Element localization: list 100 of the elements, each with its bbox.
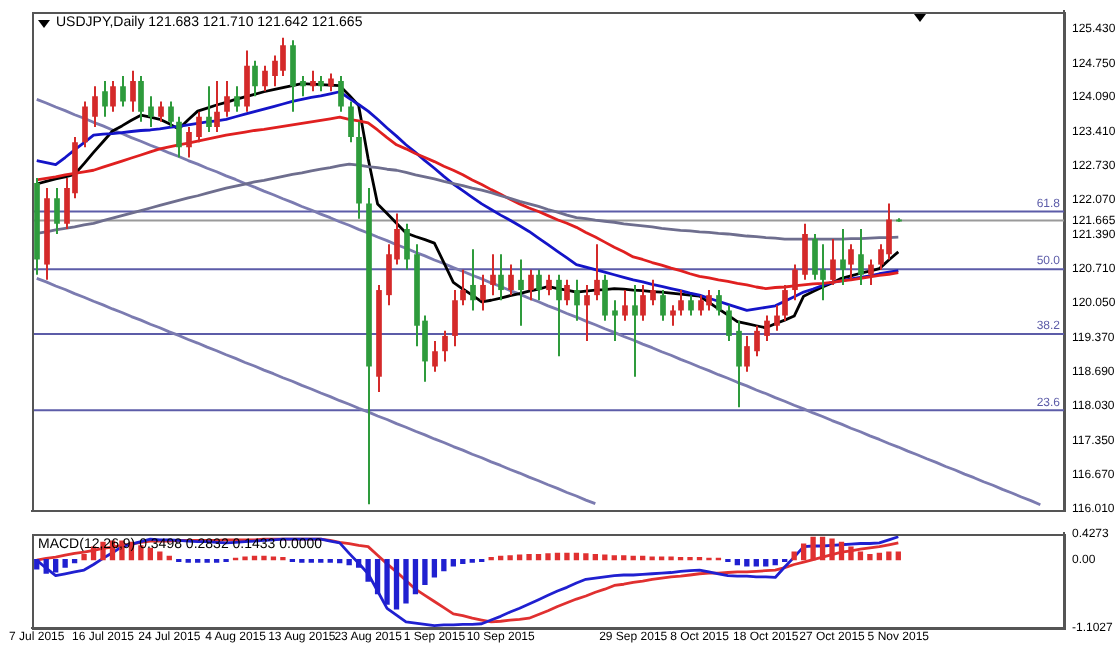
candlestick bbox=[840, 227, 846, 286]
bar bbox=[261, 555, 267, 561]
candlestick bbox=[594, 243, 600, 302]
bar bbox=[611, 555, 617, 561]
candlestick bbox=[244, 49, 250, 113]
bar bbox=[412, 558, 419, 595]
bar bbox=[403, 558, 409, 604]
bar bbox=[346, 558, 352, 566]
candlestick bbox=[498, 253, 504, 302]
candlestick bbox=[574, 278, 580, 322]
candlestick bbox=[886, 202, 892, 261]
bar bbox=[441, 558, 447, 572]
candlestick bbox=[584, 283, 590, 343]
bar bbox=[431, 558, 438, 578]
bar bbox=[583, 553, 589, 561]
candlestick bbox=[234, 85, 240, 113]
candlestick bbox=[744, 334, 750, 373]
candlestick bbox=[848, 243, 854, 281]
bar bbox=[564, 552, 570, 561]
candlestick bbox=[640, 283, 646, 322]
candlestick bbox=[858, 227, 864, 286]
candlestick bbox=[224, 80, 230, 118]
bar bbox=[545, 553, 551, 561]
candlestick bbox=[812, 232, 818, 281]
candlestick bbox=[432, 340, 438, 373]
candlestick bbox=[442, 329, 448, 363]
candlestick bbox=[802, 222, 808, 281]
bar bbox=[460, 558, 466, 564]
candlestick bbox=[252, 59, 258, 98]
candlestick bbox=[300, 74, 306, 98]
candlestick bbox=[310, 69, 316, 93]
candlestick bbox=[678, 289, 684, 317]
candlestick bbox=[602, 273, 608, 322]
candlestick bbox=[206, 85, 212, 134]
candlestick bbox=[186, 125, 192, 159]
bar bbox=[147, 547, 154, 561]
candlestick bbox=[102, 80, 108, 118]
bar bbox=[384, 558, 390, 605]
bar bbox=[800, 543, 807, 561]
candlestick bbox=[280, 36, 286, 77]
candlestick bbox=[148, 95, 154, 128]
candlestick bbox=[754, 324, 760, 358]
candlestick bbox=[820, 243, 826, 302]
candlestick bbox=[338, 74, 344, 113]
bar bbox=[592, 553, 598, 561]
candlestick bbox=[528, 268, 534, 302]
candlestick bbox=[130, 69, 136, 113]
bar bbox=[43, 558, 49, 574]
candlestick bbox=[612, 299, 618, 343]
bar bbox=[535, 553, 542, 561]
candlestick bbox=[168, 100, 174, 128]
candlestick bbox=[82, 100, 88, 149]
candlestick bbox=[764, 314, 770, 343]
bar bbox=[886, 551, 892, 561]
candlestick bbox=[736, 319, 742, 409]
bar bbox=[53, 558, 59, 573]
candlestick bbox=[176, 115, 182, 159]
candlestick bbox=[716, 289, 722, 317]
candlestick bbox=[490, 253, 496, 297]
bar bbox=[365, 558, 371, 582]
candlestick bbox=[262, 64, 268, 93]
candlestick bbox=[404, 222, 410, 271]
bar bbox=[355, 558, 362, 568]
candlestick bbox=[290, 39, 296, 113]
candlestick bbox=[556, 273, 562, 358]
candlestick bbox=[698, 294, 704, 317]
candlestick bbox=[508, 263, 514, 297]
bar bbox=[734, 558, 741, 566]
candlestick bbox=[660, 289, 666, 322]
candlestick bbox=[158, 100, 164, 123]
candlestick bbox=[650, 278, 656, 307]
bar bbox=[374, 558, 381, 595]
candlestick bbox=[452, 289, 458, 348]
candlestick bbox=[480, 273, 486, 312]
candlestick bbox=[348, 100, 354, 144]
bar bbox=[62, 558, 68, 568]
candlestick bbox=[564, 278, 570, 307]
candlestick bbox=[546, 273, 552, 297]
bar bbox=[393, 558, 400, 610]
bar bbox=[81, 553, 87, 561]
bar bbox=[867, 553, 873, 561]
candlestick bbox=[688, 294, 694, 317]
bar bbox=[507, 555, 513, 561]
bar bbox=[422, 558, 428, 585]
candlestick bbox=[460, 268, 466, 307]
candlestick bbox=[470, 248, 476, 312]
bar bbox=[772, 558, 778, 566]
candlestick bbox=[706, 289, 712, 312]
candlestick bbox=[622, 289, 628, 322]
candlestick bbox=[670, 304, 676, 327]
candlestick bbox=[536, 268, 542, 302]
candlestick bbox=[92, 85, 98, 128]
bar bbox=[621, 555, 627, 561]
candlestick bbox=[518, 258, 524, 327]
candlestick bbox=[632, 283, 638, 378]
candlestick bbox=[726, 304, 732, 343]
bar bbox=[526, 553, 532, 561]
candlestick bbox=[110, 80, 116, 113]
candlestick bbox=[120, 74, 126, 108]
candlestick bbox=[774, 304, 780, 332]
